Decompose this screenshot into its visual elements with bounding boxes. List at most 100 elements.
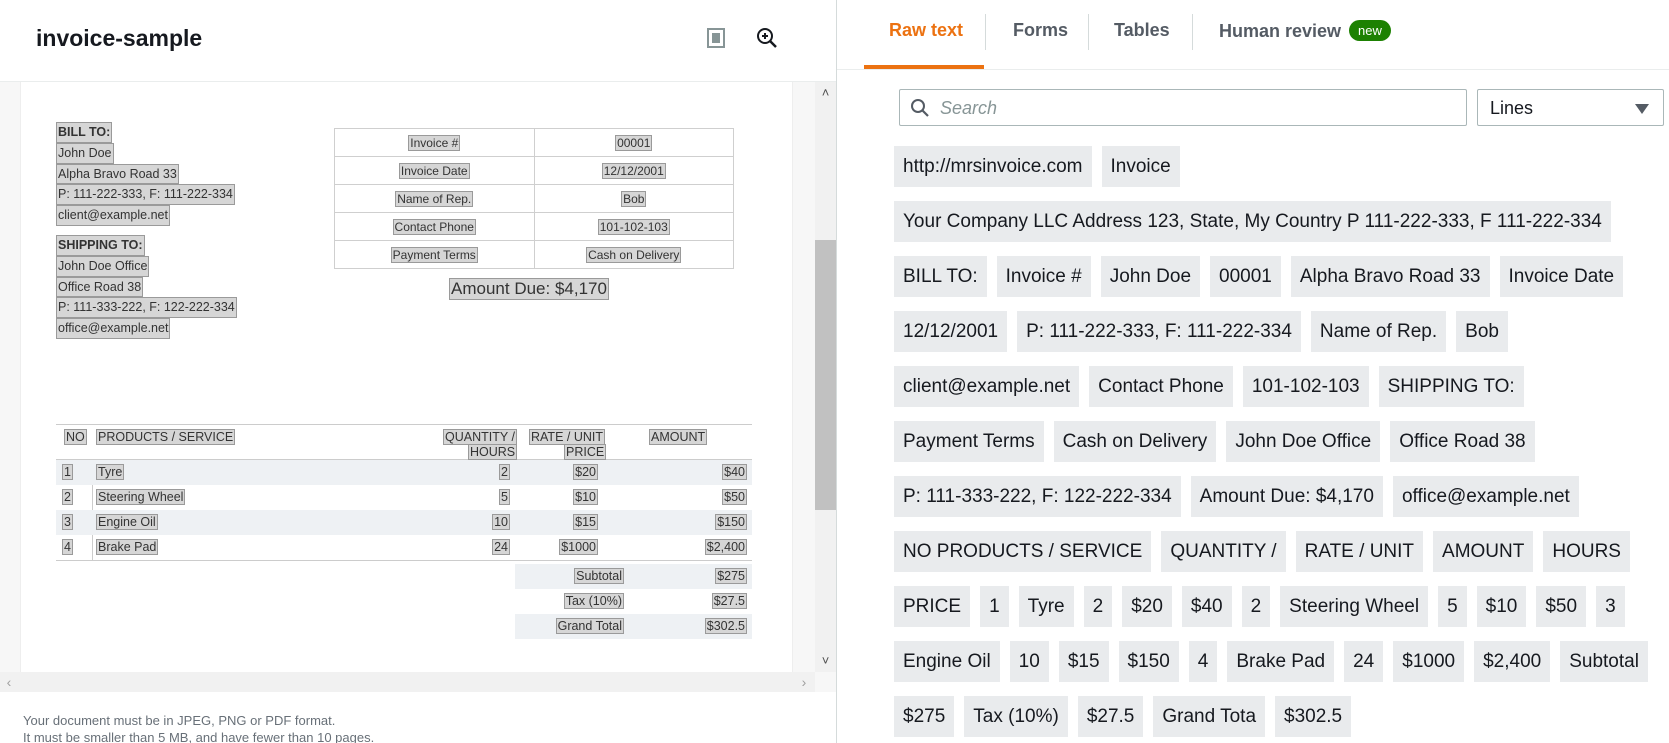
text-line-chip[interactable]: 12/12/2001: [894, 311, 1008, 352]
text-line-chip[interactable]: Payment Terms: [894, 421, 1044, 462]
text-line-chip[interactable]: client@example.net: [894, 366, 1080, 407]
bill-to-name: John Doe: [56, 142, 114, 164]
text-line-chip[interactable]: Invoice Date: [1499, 256, 1624, 297]
amount-due: Amount Due: $4,170: [429, 278, 629, 300]
text-line-chip[interactable]: Grand Tota: [1153, 696, 1266, 737]
text-line-chip[interactable]: Invoice #: [996, 256, 1091, 297]
text-line-chip[interactable]: QUANTITY /: [1161, 531, 1286, 572]
meta-value: Cash on Delivery: [586, 246, 682, 263]
text-line-chip[interactable]: Alpha Bravo Road 33: [1290, 256, 1490, 297]
text-line-chip[interactable]: P: 111-333-222, F: 122-222-334: [894, 476, 1181, 517]
text-line-chip[interactable]: Bob: [1456, 311, 1508, 352]
item-rate: $15: [573, 514, 598, 530]
text-line-chip[interactable]: Tax (10%): [964, 696, 1068, 737]
text-line-chip[interactable]: $10: [1476, 586, 1527, 627]
text-line-chip[interactable]: RATE / UNIT: [1295, 531, 1424, 572]
scrollbar-thumb[interactable]: [815, 240, 836, 510]
text-line-chip[interactable]: AMOUNT: [1433, 531, 1534, 572]
results-tabs: Raw text Forms Tables Human review new: [837, 0, 1669, 70]
item-product: Steering Wheel: [96, 489, 186, 505]
text-line-chip[interactable]: Office Road 38: [1390, 421, 1535, 462]
scroll-left-icon[interactable]: ‹: [6, 674, 12, 690]
text-line-chip[interactable]: $50: [1536, 586, 1587, 627]
grand-total-value: $302.5: [704, 618, 747, 634]
text-line-chip[interactable]: Steering Wheel: [1280, 586, 1429, 627]
ship-to-name: John Doe Office: [56, 255, 150, 277]
scroll-up-icon[interactable]: ˄: [821, 85, 830, 100]
text-line-chip[interactable]: HOURS: [1543, 531, 1630, 572]
table-row: 1 Tyre 2 $20 $40: [56, 460, 752, 485]
vertical-scrollbar[interactable]: ˄ ˅: [815, 82, 836, 672]
scroll-down-icon[interactable]: ˅: [821, 653, 830, 668]
text-line-chip[interactable]: $40: [1181, 586, 1232, 627]
text-line-chip[interactable]: office@example.net: [1392, 476, 1579, 517]
tab-raw-text[interactable]: Raw text: [889, 20, 964, 40]
text-line-chip[interactable]: Subtotal: [1560, 641, 1648, 682]
text-line-chip[interactable]: NO PRODUCTS / SERVICE: [894, 531, 1152, 572]
ship-to-phone: P: 111-333-222, F: 122-222-334: [56, 297, 237, 319]
text-line-chip[interactable]: 2: [1083, 586, 1113, 627]
text-line-chip[interactable]: Brake Pad: [1227, 641, 1335, 682]
text-line-chip[interactable]: Tyre: [1018, 586, 1074, 627]
horizontal-scrollbar[interactable]: ‹ ›: [0, 672, 815, 692]
header-rate-2: PRICE: [564, 444, 607, 460]
zoom-in-icon[interactable]: [755, 26, 779, 50]
text-line-chip[interactable]: $2,400: [1474, 641, 1551, 682]
text-line-chip[interactable]: $1000: [1393, 641, 1465, 682]
text-line-chip[interactable]: 2: [1241, 586, 1271, 627]
tab-forms[interactable]: Forms: [1013, 20, 1069, 40]
page-view-icon[interactable]: [704, 26, 728, 50]
text-line-chip[interactable]: $150: [1118, 641, 1179, 682]
text-line-chip[interactable]: 3: [1596, 586, 1625, 627]
text-line-chip[interactable]: Your Company LLC Address 123, State, My …: [894, 201, 1611, 242]
text-line-chip[interactable]: $27.5: [1077, 696, 1144, 737]
text-line-chip[interactable]: $15: [1058, 641, 1109, 682]
text-line-chip[interactable]: John Doe Office: [1226, 421, 1381, 462]
granularity-value: Lines: [1490, 98, 1534, 118]
grand-total-label: Grand Total: [555, 618, 624, 634]
item-amount: $40: [722, 464, 747, 480]
text-line-chip[interactable]: 4: [1188, 641, 1218, 682]
text-line-chip[interactable]: $275: [894, 696, 955, 737]
meta-label: Contact Phone: [392, 218, 476, 235]
tab-human-review-label: Human review: [1219, 21, 1342, 41]
document-panel: invoice-sample BILL TO: John Doe Alpha B…: [0, 25, 836, 743]
text-line-chip[interactable]: BILL TO:: [894, 256, 987, 297]
text-line-chip[interactable]: $302.5: [1275, 696, 1352, 737]
tab-divider: [985, 14, 986, 50]
text-line-chip[interactable]: Engine Oil: [894, 641, 1000, 682]
search-box[interactable]: [899, 89, 1467, 126]
text-line-chip[interactable]: 00001: [1210, 256, 1281, 297]
search-input[interactable]: [940, 95, 1450, 121]
text-line-chip[interactable]: http://mrsinvoice.com: [894, 146, 1092, 187]
text-line-chip[interactable]: Amount Due: $4,170: [1190, 476, 1383, 517]
item-amount: $150: [715, 514, 747, 530]
tab-tables[interactable]: Tables: [1114, 20, 1170, 40]
meta-value: 12/12/2001: [601, 162, 666, 179]
text-line-chip[interactable]: 24: [1344, 641, 1384, 682]
header-no: NO: [64, 429, 87, 445]
text-line-chip[interactable]: 1: [980, 586, 1009, 627]
text-line-chip[interactable]: Cash on Delivery: [1053, 421, 1217, 462]
item-no: 2: [62, 489, 73, 505]
item-product: Tyre: [96, 464, 125, 480]
granularity-select[interactable]: Lines: [1477, 89, 1664, 126]
text-line-chip[interactable]: SHIPPING TO:: [1378, 366, 1524, 407]
text-line-chip[interactable]: John Doe: [1100, 256, 1201, 297]
bill-to-label: BILL TO:: [56, 122, 113, 143]
text-line-chip[interactable]: PRICE: [894, 586, 971, 627]
text-line-chip[interactable]: Contact Phone: [1089, 366, 1233, 407]
text-line-chip[interactable]: 5: [1438, 586, 1467, 627]
scroll-right-icon[interactable]: ›: [801, 674, 807, 690]
document-viewer[interactable]: BILL TO: John Doe Alpha Bravo Road 33 P:…: [0, 82, 836, 692]
text-line-chip[interactable]: 10: [1009, 641, 1049, 682]
tab-human-review[interactable]: Human review new: [1219, 20, 1391, 42]
text-line-chip[interactable]: $20: [1122, 586, 1172, 627]
text-line-chip[interactable]: Invoice: [1101, 146, 1180, 187]
text-line-chip[interactable]: P: 111-222-333, F: 111-222-334: [1017, 311, 1301, 352]
text-line-chip[interactable]: Name of Rep.: [1310, 311, 1447, 352]
meta-row: Invoice # 00001: [334, 128, 734, 157]
subtotal-value: $275: [715, 568, 747, 584]
text-line-chip[interactable]: 101-102-103: [1242, 366, 1369, 407]
subtotal-row: Subtotal $275: [515, 564, 752, 589]
